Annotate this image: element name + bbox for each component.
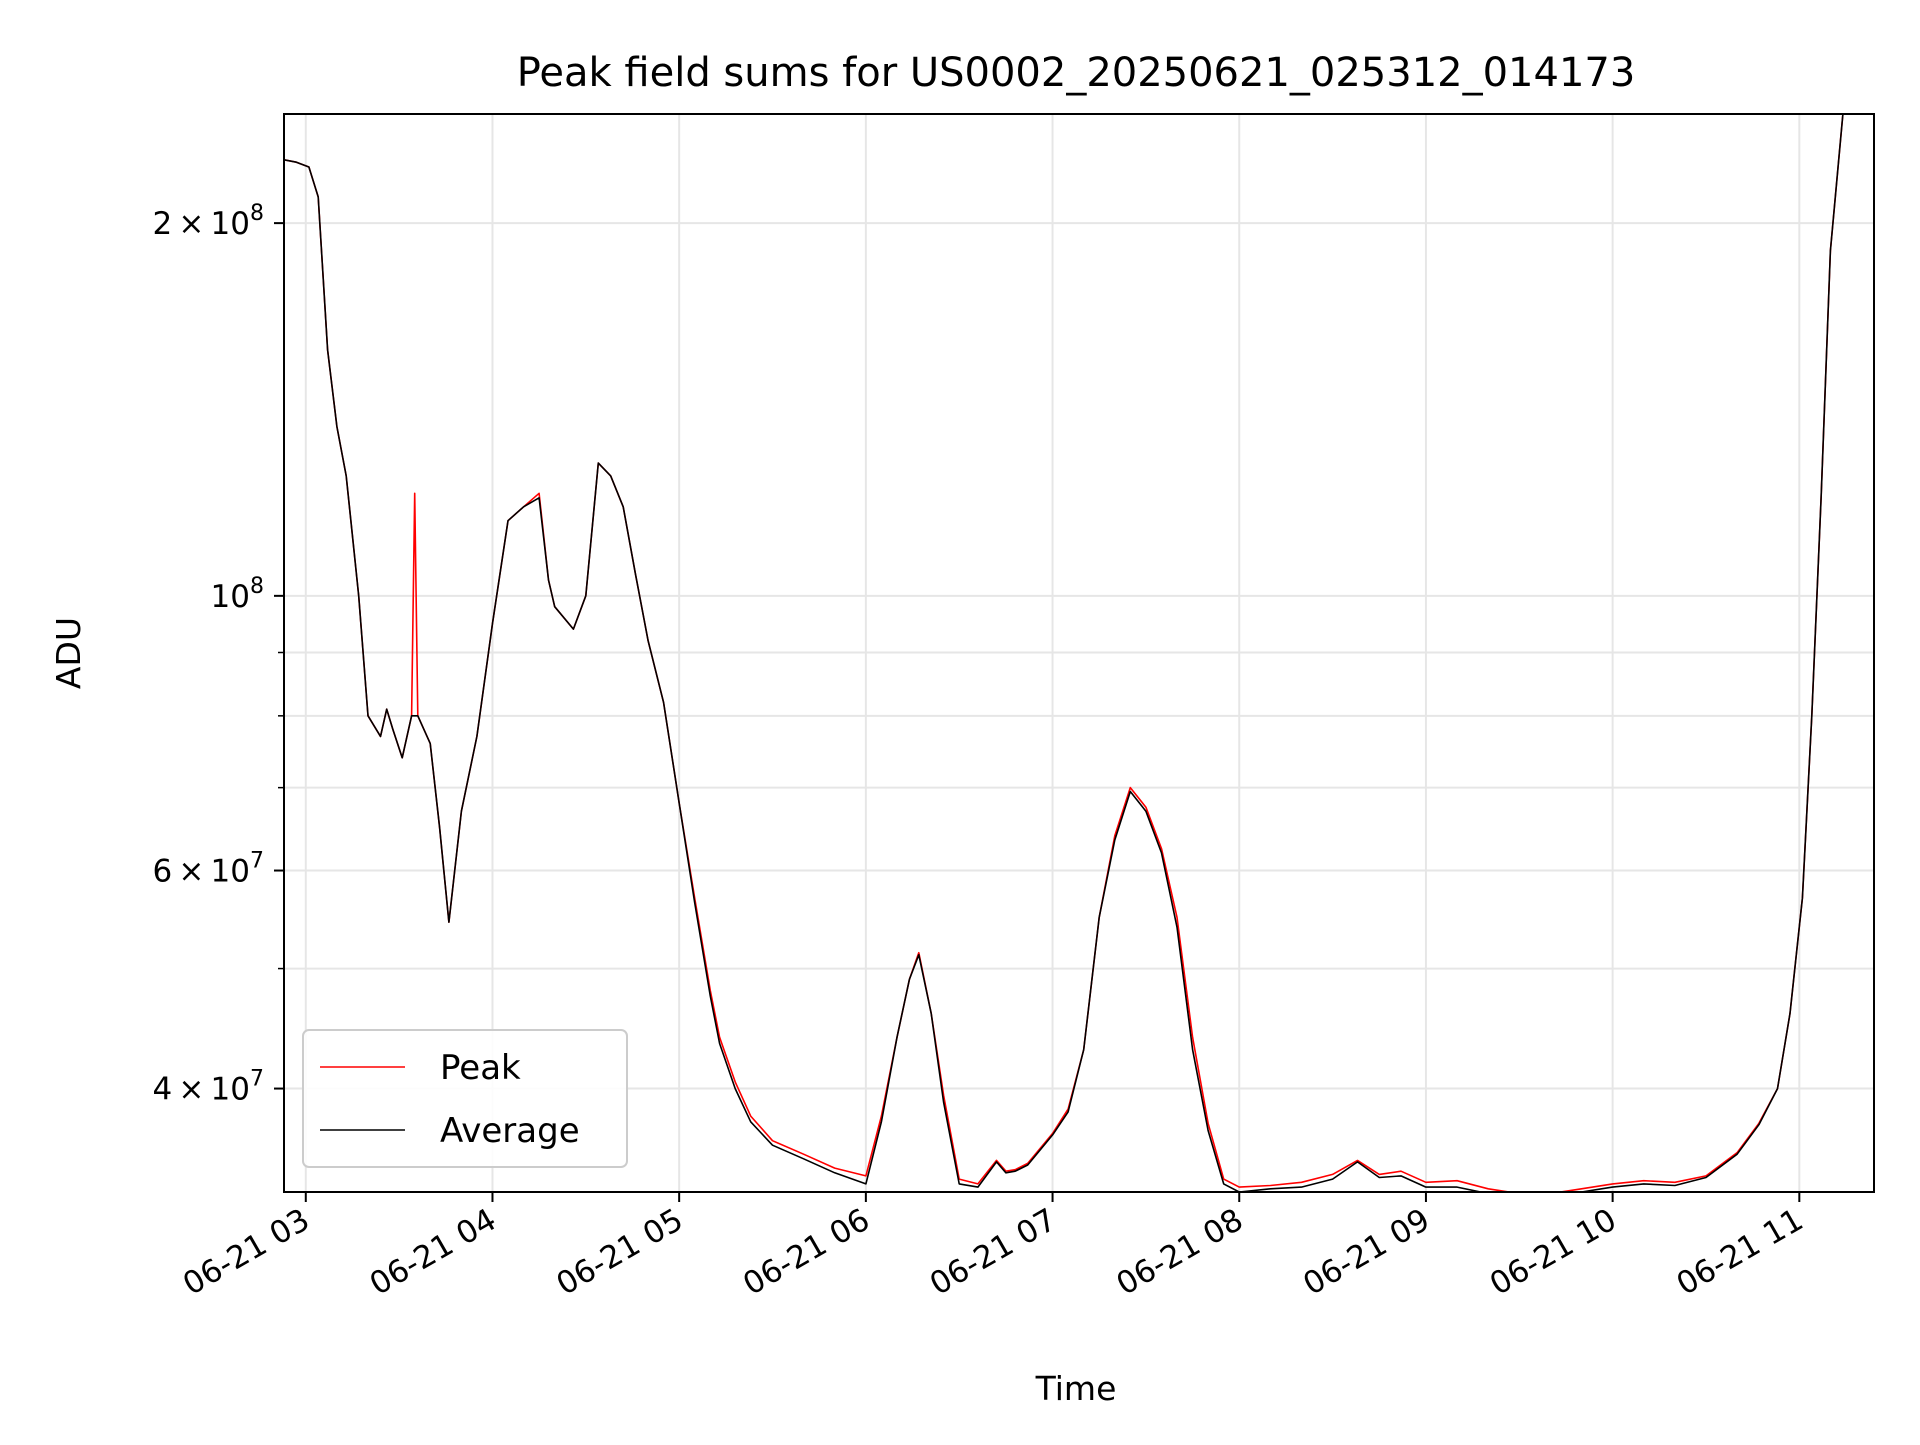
y-tick-label: 6 × 107 <box>152 849 264 890</box>
grid-lines <box>284 114 1874 1192</box>
legend-label-average: Average <box>440 1111 580 1151</box>
y-tick-label: 108 <box>211 574 264 615</box>
legend-box <box>302 1029 628 1168</box>
legend: Peak Average <box>302 1029 628 1168</box>
y-axis: 4 × 107 6 × 107 108 2 × 108 <box>152 201 284 1108</box>
y-tick-label: 4 × 107 <box>152 1067 264 1108</box>
y-tick-label: 2 × 108 <box>152 201 264 242</box>
series-layer <box>284 114 1844 1192</box>
series-line-average <box>284 114 1844 1192</box>
x-axis-label: Time <box>1035 1369 1117 1408</box>
chart-title: Peak field sums for US0002_20250621_0253… <box>517 50 1636 96</box>
y-axis-label: ADU <box>49 617 88 689</box>
legend-label-peak: Peak <box>440 1048 521 1088</box>
